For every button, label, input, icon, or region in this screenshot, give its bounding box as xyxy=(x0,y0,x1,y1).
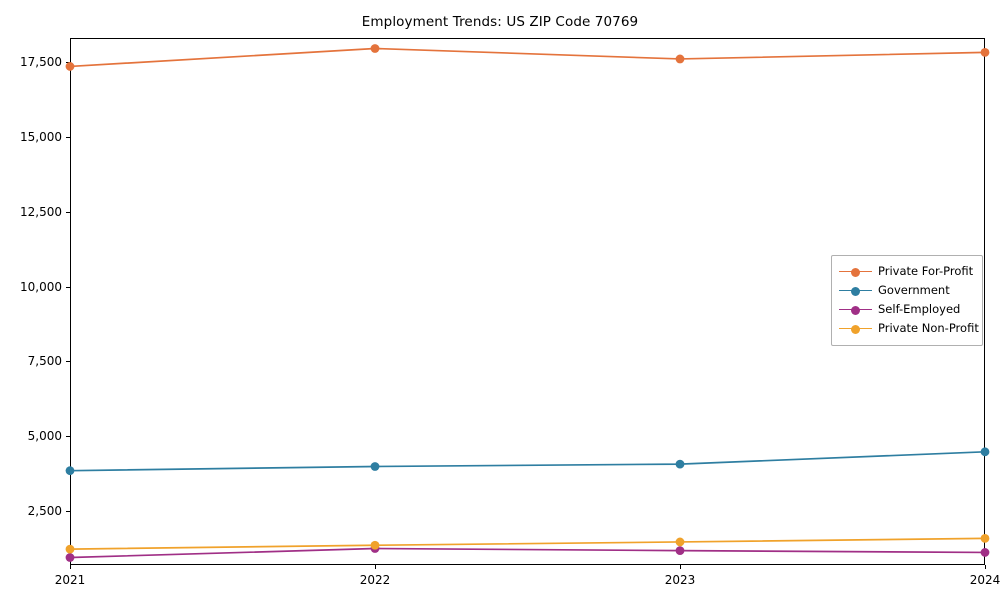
y-tick-label: 7,500 xyxy=(27,354,62,369)
x-tick-mark xyxy=(375,565,376,569)
legend-label: Private For-Profit xyxy=(878,263,974,278)
x-tick-label: 2022 xyxy=(359,573,391,587)
legend-swatch-icon xyxy=(839,265,872,279)
legend-item[interactable]: Private Non-Profit xyxy=(839,319,979,338)
legend-label: Private Non-Profit xyxy=(878,320,979,335)
y-tick-mark xyxy=(66,136,70,138)
legend-label: Self-Employed xyxy=(878,301,961,316)
x-tick-label: 2023 xyxy=(664,573,696,587)
chart-title: Employment Trends: US ZIP Code 70769 xyxy=(361,14,639,30)
y-tick-label: 10,000 xyxy=(20,279,62,294)
y-tick-mark xyxy=(66,61,70,63)
y-tick-label: 12,500 xyxy=(20,204,62,219)
legend-label: Government xyxy=(878,282,950,297)
y-tick-label: 5,000 xyxy=(27,429,62,444)
x-tick-label: 2021 xyxy=(54,573,86,587)
y-tick-label: 15,000 xyxy=(20,129,62,144)
y-tick-label: 2,500 xyxy=(27,504,62,519)
legend-swatch-icon xyxy=(839,322,872,336)
y-tick-mark xyxy=(66,361,70,363)
x-tick-mark xyxy=(70,565,71,569)
y-tick-mark xyxy=(66,511,70,513)
legend-swatch-icon xyxy=(839,284,872,298)
legend-item[interactable]: Government xyxy=(839,281,975,300)
legend-item[interactable]: Self-Employed xyxy=(839,300,975,319)
x-tick-mark xyxy=(680,565,681,569)
y-tick-label: 17,500 xyxy=(20,54,62,69)
legend-item[interactable]: Private For-Profit xyxy=(839,262,975,281)
chart-legend: Private For-Profit Government Self-Employe… xyxy=(831,255,983,346)
y-tick-mark xyxy=(66,286,70,288)
y-tick-mark xyxy=(66,211,70,213)
x-tick-mark xyxy=(985,565,986,569)
legend-swatch-icon xyxy=(839,303,872,317)
y-tick-mark xyxy=(66,436,70,438)
x-tick-label: 2024 xyxy=(969,573,1000,587)
